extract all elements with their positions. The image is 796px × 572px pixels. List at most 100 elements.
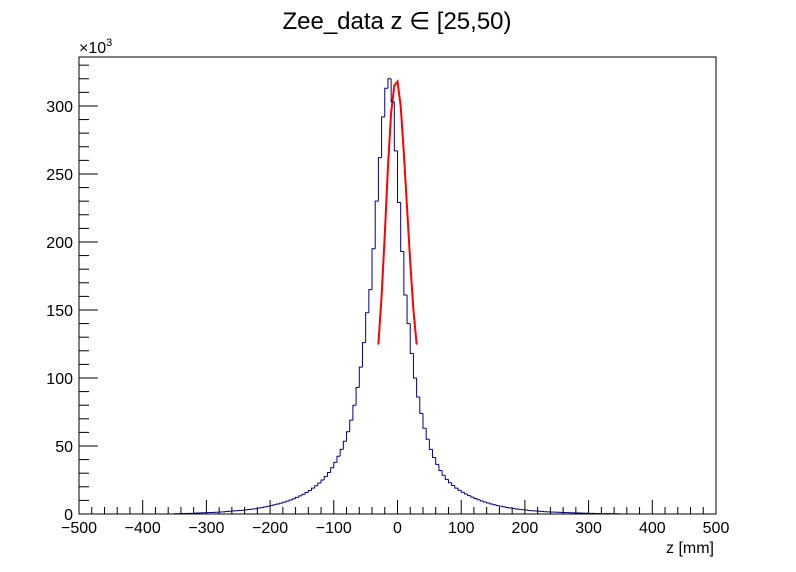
fit-point: [412, 309, 415, 311]
histogram-bin: [260, 507, 264, 509]
fit-curve: [377, 78, 418, 345]
fit-point: [409, 261, 412, 264]
histogram-bin: [505, 506, 509, 508]
fit-point: [393, 84, 396, 87]
histogram-bin: [489, 502, 494, 505]
histogram-bin: [486, 502, 490, 504]
histogram-bin: [352, 404, 357, 421]
histogram-bin: [502, 506, 506, 508]
x-tick-label: −100: [316, 520, 352, 537]
histogram-bin: [444, 475, 449, 480]
y-tick-label: 100: [46, 371, 73, 388]
histogram-bin: [390, 78, 395, 103]
histogram-bin: [301, 493, 306, 496]
y-tick-label: 200: [46, 235, 73, 252]
histogram-bin: [467, 494, 471, 497]
histogram-bin: [409, 323, 414, 355]
histogram-bin: [483, 500, 487, 503]
fit-point: [399, 105, 402, 107]
histogram-bin: [438, 464, 443, 471]
histogram-bin: [339, 448, 344, 457]
x-tick-label: 300: [575, 520, 602, 537]
histogram-bin: [479, 499, 484, 502]
fit-point: [406, 207, 408, 209]
histogram-bin: [381, 116, 385, 158]
x-axis: −500 −400 −300 −200 −100 0 100 200 300 400 500: [61, 500, 729, 537]
histogram-bin: [368, 289, 373, 313]
histogram-bin: [463, 492, 468, 495]
histogram-bin: [346, 431, 350, 442]
y-tick-label: 150: [46, 303, 73, 320]
histogram-bin: [307, 489, 312, 493]
y-tick-label: 250: [46, 167, 73, 184]
histogram-bin: [374, 200, 379, 249]
histogram-bin: [476, 498, 481, 501]
fit-point: [377, 343, 380, 345]
x-tick-label: 200: [512, 520, 539, 537]
histogram-bin: [304, 492, 309, 495]
histogram-bin: [291, 498, 296, 500]
histogram-bin: [282, 501, 287, 504]
histogram-bin: [406, 295, 411, 325]
histogram-bin: [365, 312, 369, 343]
histogram-bin: [457, 488, 462, 491]
fit-point: [415, 343, 418, 345]
histogram-bin: [272, 504, 277, 506]
histogram-bin: [342, 440, 347, 450]
histogram-bin: [441, 470, 446, 476]
x-tick-label: −500: [61, 520, 97, 537]
y-tick-label: 50: [55, 439, 73, 456]
histogram-bin: [326, 472, 331, 477]
histogram-bin: [454, 485, 459, 489]
plot-frame: [78, 56, 717, 515]
histogram-bin: [451, 482, 455, 486]
histogram-bin: [314, 485, 318, 489]
x-tick-label: 400: [639, 520, 666, 537]
histogram-bin: [447, 479, 452, 484]
histogram-bin: [355, 387, 360, 406]
histogram-bin: [336, 455, 341, 463]
x-axis-label: z [mm]: [666, 540, 714, 557]
histogram-bin: [397, 150, 401, 204]
histogram-bin: [288, 499, 293, 502]
fit-curve-layer: [377, 78, 418, 345]
fit-point: [390, 111, 392, 114]
y-multiplier-exponent: 3: [106, 37, 112, 49]
fit-point: [387, 166, 389, 168]
histogram-bin: [460, 490, 465, 493]
x-tick-label: −400: [125, 520, 161, 537]
histogram-bin: [358, 366, 363, 388]
histogram-bin: [425, 428, 430, 440]
histogram-bin: [432, 449, 436, 459]
histogram-bin: [323, 476, 328, 480]
histogram-bin: [422, 413, 427, 429]
histogram-bin: [473, 497, 478, 499]
y-multiplier-base: ×10: [79, 40, 106, 57]
histogram-bin: [263, 506, 267, 508]
histogram-bin: [295, 496, 299, 499]
histogram-bin: [279, 502, 283, 504]
histogram-bin: [419, 397, 423, 414]
fit-point: [380, 295, 383, 298]
histogram-bin: [416, 377, 420, 398]
y-tick-label: 0: [64, 507, 73, 524]
histogram-bin: [377, 157, 382, 202]
x-tick-label: 500: [703, 520, 730, 537]
histogram-bin: [498, 505, 503, 507]
histogram-bin: [333, 461, 337, 468]
x-tick-label: 100: [448, 520, 475, 537]
histogram-bin: [361, 342, 366, 368]
histogram-bin: [384, 87, 388, 117]
histogram-bin: [403, 251, 408, 296]
y-multiplier-label: ×103: [79, 37, 112, 57]
histogram-bin: [317, 482, 322, 486]
histogram-bin: [298, 495, 302, 498]
histogram-bin: [428, 439, 433, 450]
histogram-bin: [311, 487, 315, 491]
chart-title: Zee_data z ∈ [25,50): [282, 8, 511, 35]
histogram-bin: [400, 202, 404, 252]
y-tick-label: 300: [46, 99, 73, 116]
histogram-bin: [495, 504, 500, 507]
histogram-layer: [174, 78, 621, 515]
